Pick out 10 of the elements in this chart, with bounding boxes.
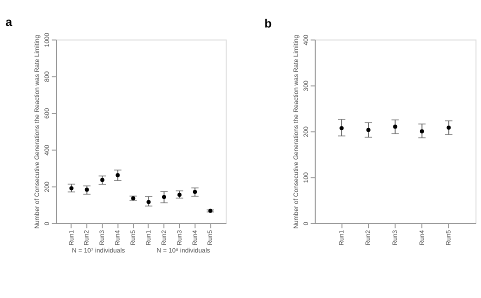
point <box>69 186 74 190</box>
point <box>100 178 104 182</box>
point <box>177 192 182 197</box>
point <box>146 200 151 204</box>
point <box>116 173 120 178</box>
chart-title: b <box>264 16 272 31</box>
point <box>192 190 197 194</box>
point <box>84 188 89 192</box>
point <box>162 195 166 200</box>
chart-title: a <box>6 14 13 29</box>
